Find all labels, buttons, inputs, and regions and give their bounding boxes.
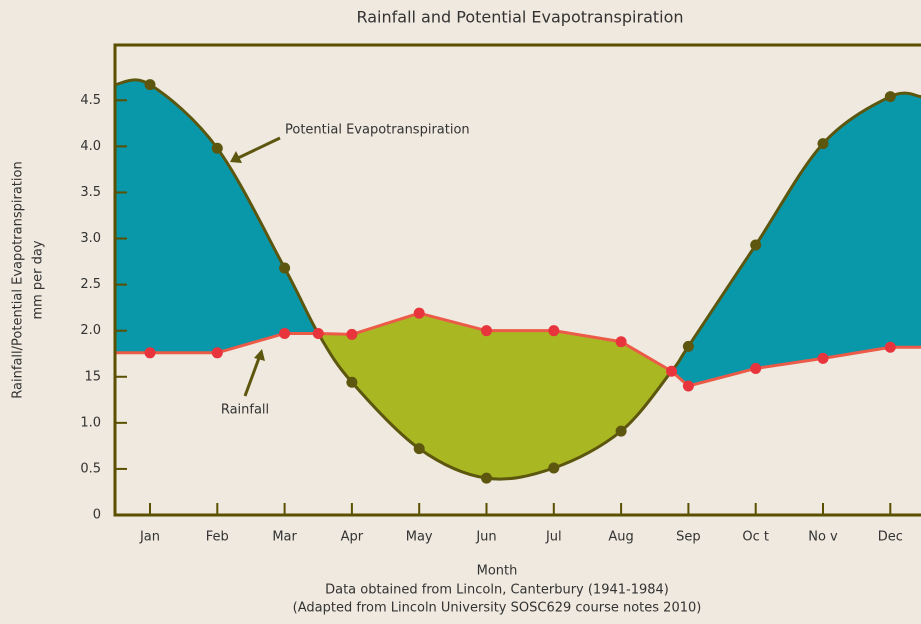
intersection-point bbox=[312, 327, 324, 339]
data-point bbox=[615, 425, 627, 437]
y-tick-label: 0.5 bbox=[80, 461, 101, 476]
data-point bbox=[346, 376, 358, 388]
y-tick-label: 3.0 bbox=[80, 231, 101, 246]
data-point bbox=[481, 325, 492, 337]
x-tick-label: Sep bbox=[676, 530, 701, 545]
data-point bbox=[682, 380, 694, 392]
y-tick-label: 0 bbox=[93, 508, 101, 523]
data-point bbox=[884, 341, 896, 353]
annotation: Potential Evapotranspiration bbox=[285, 123, 470, 138]
x-tick-label: Aug bbox=[608, 530, 633, 545]
data-point bbox=[413, 443, 425, 455]
rain-line-extension bbox=[115, 311, 921, 388]
y-tick-label: 3.5 bbox=[80, 185, 101, 200]
x-tick-label: Apr bbox=[341, 530, 364, 545]
y-tick-label: 1.0 bbox=[80, 415, 101, 430]
arrow-head bbox=[254, 349, 265, 361]
data-point bbox=[548, 325, 560, 337]
data-point bbox=[211, 142, 223, 154]
intersection-point bbox=[666, 365, 678, 377]
y-tick-label: 2.5 bbox=[80, 277, 101, 292]
data-point bbox=[682, 340, 694, 352]
x-tick-label: Jul bbox=[545, 530, 562, 545]
note: (Adapted from Lincoln University SOSC629… bbox=[293, 601, 702, 616]
data-point bbox=[346, 328, 358, 340]
y-tick-label: 15 bbox=[84, 369, 101, 384]
x-axis-label: Month bbox=[477, 564, 518, 579]
x-tick-label: May bbox=[406, 530, 433, 545]
data-point bbox=[279, 327, 291, 339]
annotation-arrow bbox=[243, 357, 261, 397]
data-point bbox=[144, 347, 156, 359]
data-point bbox=[548, 462, 560, 474]
data-point bbox=[750, 239, 762, 251]
overlay: 0 0.5 1.0 15 2.0 2.5 3.0 3.5 4.0 4.5 Jan Feb Mar Apr M… bbox=[80, 43, 921, 545]
data-point bbox=[279, 262, 291, 274]
x-tick-label: Mar bbox=[272, 530, 297, 545]
x-tick-label: No v bbox=[808, 530, 838, 545]
plot-frame bbox=[113, 43, 921, 517]
chart-title: Rainfall and Potential Evapotranspiratio… bbox=[356, 8, 683, 27]
data-point bbox=[817, 138, 829, 150]
y-tick-label: 4.0 bbox=[80, 139, 101, 154]
data-point bbox=[211, 347, 223, 359]
deficit-area bbox=[115, 79, 319, 353]
data-point bbox=[413, 307, 425, 319]
data-point bbox=[615, 336, 627, 348]
y-tick-label: 4.5 bbox=[80, 93, 101, 108]
x-tick-label: Jan bbox=[139, 530, 160, 545]
annotation-arrow bbox=[237, 136, 281, 160]
data-point bbox=[817, 352, 829, 364]
deficit-area bbox=[671, 93, 921, 386]
arrow-head bbox=[230, 151, 242, 163]
pet-line-extension bbox=[115, 78, 921, 481]
annotation: Rainfall bbox=[221, 403, 269, 418]
y-tick-label: 2.0 bbox=[80, 323, 101, 338]
x-tick-label: Oc t bbox=[742, 530, 769, 545]
note: Data obtained from Lincoln, Canterbury (… bbox=[325, 583, 669, 598]
y-axis-label: Rainfall/Potential Evapotranspiration bbox=[11, 161, 26, 398]
plot-area bbox=[115, 78, 921, 481]
y-axis-label: mm per day bbox=[31, 240, 46, 319]
x-tick-label: Jun bbox=[475, 530, 496, 545]
data-point bbox=[144, 79, 156, 91]
x-tick-label: Feb bbox=[206, 530, 229, 545]
data-point bbox=[750, 362, 762, 374]
data-point bbox=[481, 472, 492, 484]
data-point bbox=[884, 91, 896, 103]
x-tick-label: Dec bbox=[878, 530, 903, 545]
